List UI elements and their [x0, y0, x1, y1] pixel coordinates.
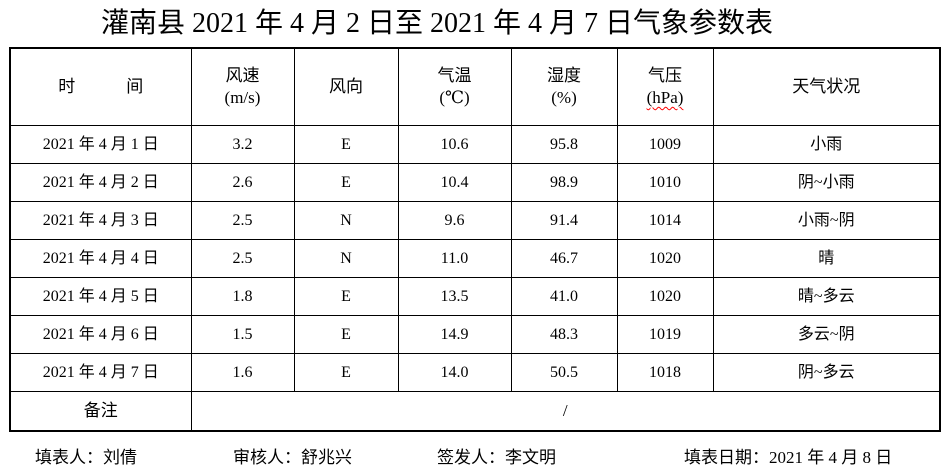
date-cell: 2021 年 4 月 7 日	[9, 353, 192, 392]
header-cell-wind-dir: 风向	[293, 47, 399, 126]
wind-dir-cell: E	[293, 353, 399, 392]
pressure-cell: 1010	[616, 163, 714, 202]
wind-speed-cell: 1.5	[190, 315, 295, 354]
page-title: 灌南县 2021 年 4 月 2 日至 2021 年 4 月 7 日气象参数表	[100, 8, 773, 39]
footer-fill-date: 填表日期：2021 年 4 月 8 日	[684, 448, 893, 467]
pressure-cell: 1009	[616, 125, 714, 164]
humidity-cell: 91.4	[510, 201, 618, 240]
wind-dir-cell: E	[293, 277, 399, 316]
header-humidity-label: 湿度	[547, 66, 581, 85]
header-pressure-label: 气压	[648, 66, 682, 85]
table-row: 2021 年 4 月 1 日 3.2 E 10.6 95.8 1009 小雨	[9, 125, 941, 164]
table-row: 2021 年 4 月 7 日 1.6 E 14.0 50.5 1018 阴~多云	[9, 353, 941, 392]
wind-dir-cell: E	[293, 125, 399, 164]
header-cell-temp: 气温 (℃)	[397, 47, 512, 126]
temp-cell: 13.5	[397, 277, 512, 316]
wind-speed-cell: 3.2	[190, 125, 295, 164]
header-wind-speed-unit: (m/s)	[224, 88, 261, 107]
header-temp-label: 气温	[437, 66, 472, 85]
wind-speed-cell: 1.8	[190, 277, 295, 316]
header-wind-speed-label: 风速	[225, 66, 260, 85]
weather-cell: 阴~多云	[712, 353, 941, 392]
weather-cell: 阴~小雨	[712, 163, 941, 202]
humidity-cell: 46.7	[510, 239, 618, 278]
wind-speed-cell: 1.6	[190, 353, 295, 392]
humidity-cell: 98.9	[510, 163, 618, 202]
wind-speed-cell: 2.6	[190, 163, 295, 202]
pressure-cell: 1018	[616, 353, 714, 392]
humidity-cell: 50.5	[510, 353, 618, 392]
header-humidity-unit: (%)	[551, 88, 577, 107]
weather-cell: 晴~多云	[712, 277, 941, 316]
date-cell: 2021 年 4 月 6 日	[9, 315, 192, 354]
weather-cell: 小雨~阴	[712, 201, 941, 240]
header-pressure-unit: (hPa)	[618, 87, 712, 109]
header-cell-weather: 天气状况	[712, 47, 941, 126]
header-cell-wind-speed: 风速 (m/s)	[190, 47, 295, 126]
table-row: 2021 年 4 月 4 日 2.5 N 11.0 46.7 1020 晴	[9, 239, 941, 278]
temp-cell: 10.6	[397, 125, 512, 164]
table-header-row: 时 间 风速 (m/s) 风向 气温 (℃) 湿度 (%) 气压 (hPa) 天…	[9, 47, 941, 126]
pressure-cell: 1020	[616, 277, 714, 316]
remark-row: 备注 /	[9, 391, 941, 432]
wind-dir-cell: E	[293, 163, 399, 202]
table-row: 2021 年 4 月 5 日 1.8 E 13.5 41.0 1020 晴~多云	[9, 277, 941, 316]
pressure-cell: 1020	[616, 239, 714, 278]
wind-speed-cell: 2.5	[190, 201, 295, 240]
header-cell-time: 时 间	[9, 47, 192, 126]
date-cell: 2021 年 4 月 2 日	[9, 163, 192, 202]
weather-cell: 小雨	[712, 125, 941, 164]
pressure-cell: 1014	[616, 201, 714, 240]
temp-cell: 14.9	[397, 315, 512, 354]
wind-dir-cell: N	[293, 201, 399, 240]
footer-reviewer: 审核人：舒兆兴	[233, 448, 352, 467]
table-row: 2021 年 4 月 3 日 2.5 N 9.6 91.4 1014 小雨~阴	[9, 201, 941, 240]
temp-cell: 9.6	[397, 201, 512, 240]
date-cell: 2021 年 4 月 3 日	[9, 201, 192, 240]
weather-cell: 多云~阴	[712, 315, 941, 354]
table-row: 2021 年 4 月 6 日 1.5 E 14.9 48.3 1019 多云~阴	[9, 315, 941, 354]
temp-cell: 11.0	[397, 239, 512, 278]
spellcheck-underline-text: (hPa)	[646, 88, 684, 107]
footer-preparer: 填表人：刘倩	[35, 448, 137, 467]
date-cell: 2021 年 4 月 4 日	[9, 239, 192, 278]
wind-dir-cell: N	[293, 239, 399, 278]
temp-cell: 14.0	[397, 353, 512, 392]
date-cell: 2021 年 4 月 1 日	[9, 125, 192, 164]
remark-value-cell: /	[190, 391, 941, 432]
weather-table: 时 间 风速 (m/s) 风向 气温 (℃) 湿度 (%) 气压 (hPa) 天…	[9, 47, 941, 432]
footer-issuer: 签发人：李文明	[437, 448, 556, 467]
header-temp-unit: (℃)	[439, 88, 470, 107]
humidity-cell: 41.0	[510, 277, 618, 316]
weather-cell: 晴	[712, 239, 941, 278]
temp-cell: 10.4	[397, 163, 512, 202]
wind-dir-cell: E	[293, 315, 399, 354]
table-row: 2021 年 4 月 2 日 2.6 E 10.4 98.9 1010 阴~小雨	[9, 163, 941, 202]
header-cell-humidity: 湿度 (%)	[510, 47, 618, 126]
humidity-cell: 95.8	[510, 125, 618, 164]
pressure-cell: 1019	[616, 315, 714, 354]
wind-speed-cell: 2.5	[190, 239, 295, 278]
header-cell-pressure: 气压 (hPa)	[616, 47, 714, 126]
date-cell: 2021 年 4 月 5 日	[9, 277, 192, 316]
humidity-cell: 48.3	[510, 315, 618, 354]
remark-label-cell: 备注	[9, 391, 192, 432]
